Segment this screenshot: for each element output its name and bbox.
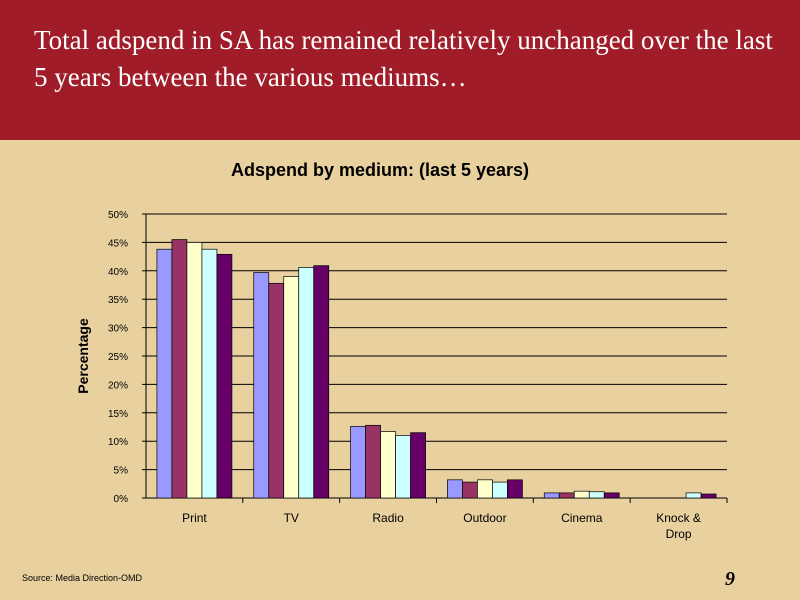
x-tick-label: Knock & xyxy=(656,511,701,525)
x-tick-label: TV xyxy=(284,511,299,525)
bar xyxy=(395,435,411,499)
bar xyxy=(268,282,285,499)
bar xyxy=(477,479,493,499)
bar xyxy=(298,267,315,499)
bar xyxy=(380,431,396,499)
bar xyxy=(685,492,702,499)
bar xyxy=(700,493,717,499)
y-tick-label: 40% xyxy=(108,267,128,278)
y-tick-label: 30% xyxy=(108,324,128,335)
bar xyxy=(171,239,188,499)
slide-title: Total adspend in SA has remained relativ… xyxy=(34,25,773,92)
bar xyxy=(558,492,575,499)
bar xyxy=(283,276,300,499)
bar xyxy=(603,492,620,499)
bar xyxy=(410,432,426,499)
bar xyxy=(156,248,173,499)
page-number: 9 xyxy=(725,568,735,590)
bar xyxy=(507,479,523,499)
bar xyxy=(350,426,366,499)
bar xyxy=(543,492,560,499)
bar xyxy=(492,481,508,499)
y-tick-label: 15% xyxy=(108,409,128,420)
source-note: Source: Media Direction-OMD xyxy=(22,573,143,583)
y-tick-label: 35% xyxy=(108,295,128,306)
bar xyxy=(216,253,233,499)
x-tick-label: Cinema xyxy=(561,511,603,525)
bar xyxy=(365,424,381,499)
y-tick-label: 50% xyxy=(108,210,128,221)
bar xyxy=(313,265,330,499)
bar xyxy=(186,242,203,499)
x-tick-label: Drop xyxy=(666,527,692,541)
bar xyxy=(588,491,605,499)
y-tick-label: 0% xyxy=(114,494,129,505)
y-tick-label: 20% xyxy=(108,380,128,391)
bar xyxy=(462,481,478,499)
y-tick-label: 45% xyxy=(108,238,128,249)
y-tick-label: 5% xyxy=(114,466,129,477)
x-tick-label: Print xyxy=(182,511,207,525)
x-tick-label: Outdoor xyxy=(463,511,506,525)
y-tick-label: 10% xyxy=(108,437,128,448)
y-tick-label: 25% xyxy=(108,352,128,363)
x-tick-label: Radio xyxy=(372,511,404,525)
y-axis-label: Percentage xyxy=(75,318,91,394)
bar xyxy=(573,490,590,499)
bar xyxy=(253,272,270,499)
chart-title: Adspend by medium: (last 5 years) xyxy=(230,160,530,180)
bar xyxy=(447,479,463,499)
header-banner: Total adspend in SA has remained relativ… xyxy=(0,0,800,140)
bar xyxy=(201,248,218,499)
